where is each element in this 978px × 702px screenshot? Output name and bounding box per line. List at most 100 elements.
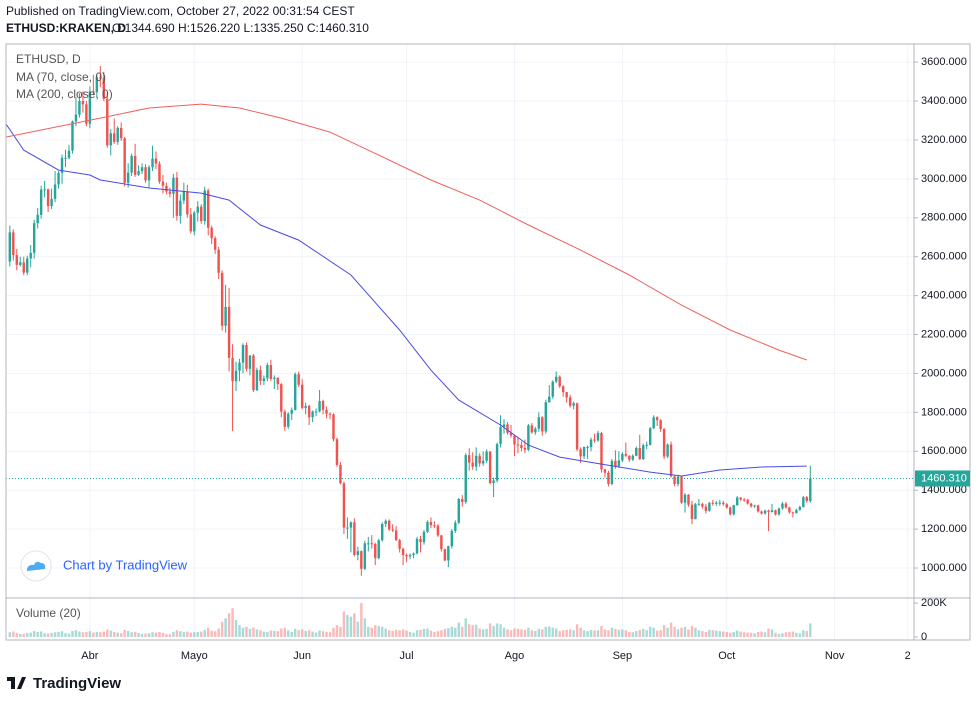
volume-bar [398, 630, 401, 637]
candle-body [617, 460, 621, 467]
volume-bar [669, 622, 673, 637]
candle-body [81, 101, 85, 105]
candle-body [749, 503, 753, 507]
candle-body [544, 402, 548, 432]
volume-bar [193, 632, 196, 637]
volume-bar [60, 631, 64, 637]
volume-bar [628, 631, 631, 637]
volume-bar [422, 628, 426, 637]
candle-body [193, 212, 196, 232]
candle-body [809, 478, 812, 501]
candle-body [360, 551, 363, 569]
candle-body [380, 524, 384, 541]
volume-bar [78, 631, 81, 637]
candle-body [238, 362, 241, 371]
candle-body [558, 376, 561, 387]
candle-body [203, 190, 206, 222]
candle-body [353, 522, 356, 555]
candle-body [290, 410, 293, 414]
candle-body [92, 91, 95, 93]
candle-body [454, 522, 457, 531]
candle-body [300, 384, 304, 408]
volume-bar [126, 630, 130, 637]
volume-bar [387, 630, 391, 637]
volume-bar [474, 624, 478, 637]
candle-body [189, 214, 193, 232]
candle-body [419, 538, 422, 543]
candle-body [85, 104, 88, 124]
volume-bar [172, 631, 175, 637]
volume-bar [314, 632, 318, 637]
volume-bar [401, 629, 405, 637]
volume-bar [353, 613, 356, 637]
candle-body [241, 345, 245, 363]
candle-body [273, 377, 276, 379]
volume-bar [29, 632, 32, 637]
candle-body [165, 185, 168, 192]
volume-bar [429, 630, 433, 637]
volume-bar [735, 630, 739, 637]
volume-bar [206, 627, 210, 637]
candle-body [335, 439, 339, 465]
candle-body [680, 476, 683, 503]
candle-body [363, 543, 367, 569]
x-tick-label: Oct [718, 650, 735, 662]
y-tick-label: 1600.000 [921, 445, 967, 457]
y-tick-label: 1000.000 [921, 562, 967, 574]
volume-bar [22, 633, 25, 637]
x-tick-label: Jul [400, 650, 414, 662]
volume-bar [610, 627, 614, 637]
volume-bar [269, 630, 273, 637]
candle-body [596, 432, 600, 441]
candle-body [64, 157, 67, 159]
y-tick-label: 1400.000 [921, 484, 967, 496]
candle-body [346, 527, 349, 529]
volume-bar [224, 618, 227, 637]
candle-body [245, 345, 248, 369]
volume-bar [687, 629, 690, 637]
candle-body [415, 538, 419, 554]
candle-body [555, 376, 558, 382]
candle-body [318, 401, 321, 412]
volume-bar [36, 631, 39, 637]
volume-bar [241, 627, 245, 637]
candle-body [725, 504, 728, 508]
candle-body [252, 355, 255, 391]
candle-body [231, 357, 234, 382]
candle-body [151, 158, 154, 168]
volume-bar [530, 630, 534, 637]
volume-bar [196, 631, 199, 637]
candle-body [408, 554, 412, 557]
candle-body [46, 189, 50, 207]
candle-body [78, 101, 81, 115]
candle-body [116, 127, 119, 142]
volume-bar [739, 631, 742, 637]
candle-body [548, 396, 551, 403]
x-tick-label: Sep [613, 650, 633, 662]
volume-bar [791, 631, 795, 637]
candle-body [523, 447, 527, 450]
volume-bar [541, 629, 544, 637]
candle-body [638, 447, 641, 460]
candle-body [119, 127, 123, 139]
volume-bar [544, 626, 548, 637]
candle-body [537, 417, 541, 429]
candle-body [450, 530, 454, 547]
candle-body [676, 476, 680, 484]
volume-bar [694, 627, 697, 637]
candle-body [763, 510, 767, 514]
volume-bar [722, 631, 725, 637]
candle-body [718, 502, 722, 504]
candle-body [600, 432, 603, 470]
volume-bar [502, 627, 506, 637]
candle-body [666, 444, 669, 457]
volume-tick-label: 0 [921, 631, 927, 643]
volume-bar [471, 625, 474, 637]
volume-bar [464, 618, 467, 637]
candle-body [367, 543, 370, 545]
candle-body [739, 497, 742, 500]
candle-body [137, 171, 140, 175]
volume-bar [186, 631, 189, 637]
volume-bar [8, 632, 12, 637]
volume-bar [551, 627, 554, 637]
